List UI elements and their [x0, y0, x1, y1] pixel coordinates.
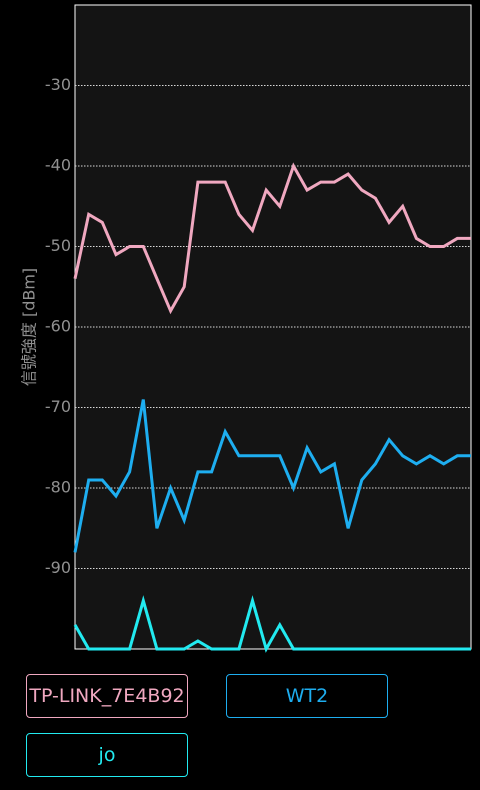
y-tick-label: -50 — [45, 236, 71, 255]
series-line-wt2 — [73, 399, 471, 553]
y-tick-label: -70 — [45, 397, 71, 416]
y-tick-label: -90 — [45, 558, 71, 577]
series-line-jo — [73, 595, 471, 653]
y-tick-label: -40 — [45, 156, 71, 175]
legend-button-tp-link-7e4b92[interactable]: TP-LINK_7E4B92 — [26, 674, 188, 718]
y-tick-label: -80 — [45, 478, 71, 497]
y-tick-label: -30 — [45, 75, 71, 94]
y-tick-label: -60 — [45, 317, 71, 336]
signal-strength-chart: -30 -40 -50 -60 -70 -80 -90 信號強度 [dBm] — [20, 4, 472, 653]
y-tick-labels: -30 -40 -50 -60 -70 -80 -90 — [45, 75, 71, 577]
legend-button-wt2[interactable]: WT2 — [226, 674, 388, 718]
series-lines — [73, 162, 471, 653]
y-axis-label: 信號強度 [dBm] — [20, 268, 39, 386]
legend-button-jo[interactable]: jo — [26, 733, 188, 777]
series-line-tp-link-7e4b92 — [73, 162, 471, 315]
